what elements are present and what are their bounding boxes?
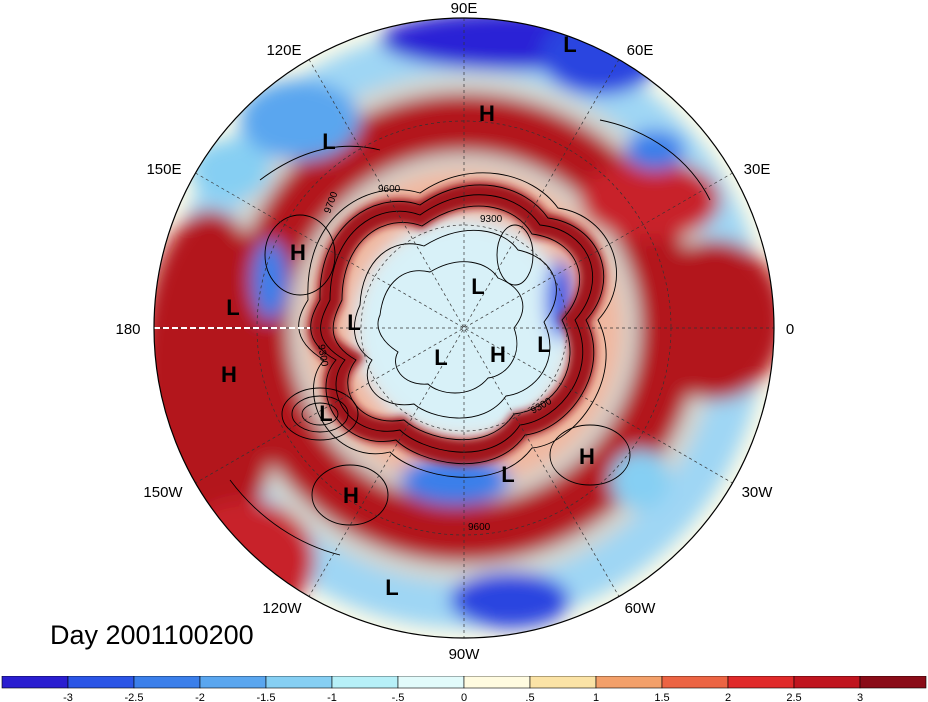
contour-label: 9600 [378, 184, 401, 195]
lon-label-90e: 90E [451, 0, 478, 17]
colorbar-tick-label: 1.5 [654, 692, 669, 702]
map-boundary [153, 17, 775, 639]
contour-labels: 9700 9300 9300 9300 9600 9600 [315, 184, 554, 533]
colorbar-tick-label: 1 [593, 692, 599, 702]
colorbar-bin [859, 676, 927, 689]
colorbar-bins [1, 676, 927, 689]
pressure-center-low: L [322, 129, 335, 154]
pressure-center-low: L [471, 274, 484, 299]
pressure-center-high: H [479, 101, 495, 126]
colorbar-tick-label: 3 [857, 692, 863, 702]
colorbar-bin [727, 676, 795, 689]
colorbar-bin [397, 676, 465, 689]
colorbar-tick-label: -1 [327, 692, 337, 702]
pressure-center-low: L [501, 462, 514, 487]
colorbar-bin [529, 676, 597, 689]
colorbar-tick-label: -3 [63, 692, 73, 702]
pressure-center-high: H [221, 362, 237, 387]
lon-label-30w: 30W [742, 484, 774, 501]
colorbar-tick-label: -1.5 [257, 692, 276, 702]
lon-label-180: 180 [115, 321, 140, 338]
pressure-center-low: L [347, 310, 360, 335]
colorbar-bin [1, 676, 69, 689]
contour-label: 9600 [468, 522, 491, 533]
pressure-center-high: H [343, 483, 359, 508]
colorbar-bin [67, 676, 135, 689]
lon-label-150w: 150W [143, 484, 183, 501]
colorbar-ticks: -3 -2.5 -2 -1.5 -1 -.5 0 .5 1 1.5 2 2.5 3 [63, 692, 863, 702]
pressure-center-high: H [290, 240, 306, 265]
lon-label-30e: 30E [744, 161, 771, 178]
colorbar-bin [265, 676, 333, 689]
lon-label-60e: 60E [627, 42, 654, 59]
colorbar-bin [331, 676, 399, 689]
pressure-centers: L H L H L H L L L H L L L H H L [221, 32, 595, 600]
graticule [154, 18, 774, 638]
pressure-center-low: L [319, 401, 332, 426]
lon-label-120w: 120W [262, 600, 302, 617]
lon-label-0: 0 [786, 321, 794, 338]
colorbar-tick-label: -2.5 [125, 692, 144, 702]
pressure-center-high: H [579, 444, 595, 469]
contour-label: 9300 [315, 344, 330, 368]
pressure-center-low: L [434, 345, 447, 370]
colorbar-bin [133, 676, 201, 689]
colorbar-bin [793, 676, 861, 689]
lon-label-150e: 150E [146, 161, 181, 178]
longitude-labels: 90E 60E 30E 0 30W 60W 90W 120W 150W 180 … [115, 0, 794, 663]
lon-label-120e: 120E [266, 42, 301, 59]
height-contours [229, 119, 711, 556]
colorbar-tick-label: -2 [195, 692, 205, 702]
colorbar: -3 -2.5 -2 -1.5 -1 -.5 0 .5 1 1.5 2 2.5 3 [1, 676, 927, 702]
pressure-center-low: L [563, 32, 576, 57]
colorbar-tick-label: 2.5 [786, 692, 801, 702]
colorbar-tick-label: -.5 [392, 692, 405, 702]
colorbar-bin [661, 676, 729, 689]
lon-label-90w: 90W [449, 646, 481, 663]
anomaly-field [154, 18, 774, 638]
contour-label: 9300 [480, 214, 503, 225]
colorbar-tick-label: 0 [461, 692, 467, 702]
pressure-center-low: L [537, 332, 550, 357]
pressure-center-low: L [385, 575, 398, 600]
colorbar-bin [463, 676, 531, 689]
pressure-center-low: L [226, 295, 239, 320]
pressure-center-high: H [490, 342, 506, 367]
colorbar-tick-label: 2 [725, 692, 731, 702]
colorbar-bin [199, 676, 267, 689]
lon-label-60w: 60W [625, 600, 657, 617]
colorbar-bin [595, 676, 663, 689]
date-label: Day 2001100200 [50, 620, 254, 650]
colorbar-tick-label: .5 [525, 692, 534, 702]
